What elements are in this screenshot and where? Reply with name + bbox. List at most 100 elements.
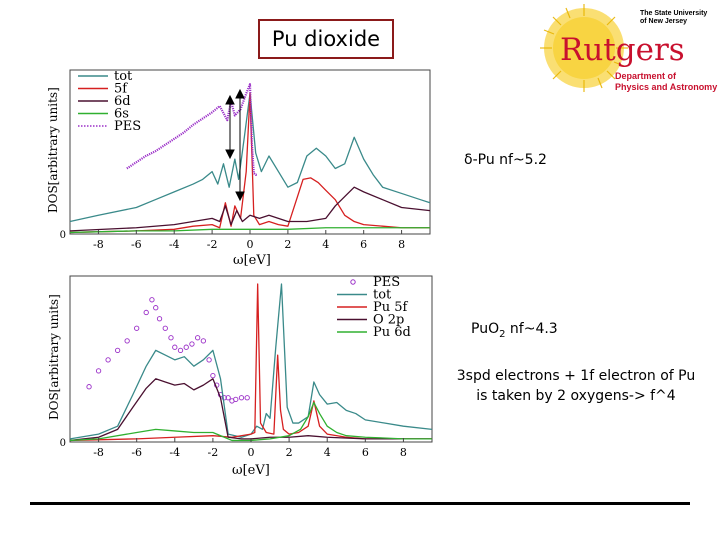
series-line-pu-5f (69, 283, 432, 442)
y-tick-label: 0 (60, 230, 66, 241)
series-point-pes (238, 395, 245, 401)
series-line-pes (126, 83, 258, 176)
series-point-pes (149, 297, 155, 303)
chart-bottom-ylabel: DOS[arbitrary units] (47, 294, 61, 420)
rutgers-wordmark: Rutgers (560, 32, 685, 68)
series-point-pes (143, 309, 149, 316)
note-puo2-prefix: PuO (471, 321, 500, 337)
series-point-pes (124, 338, 130, 344)
series-line-6s (69, 227, 430, 234)
legend-label: 6d (114, 94, 131, 109)
series-point-pes (244, 395, 250, 401)
note-electrons-line-2: is taken by 2 oxygens-> f^4 (476, 388, 676, 404)
series-point-pes (183, 344, 189, 350)
department-line-2: Physics and Astronomy (615, 82, 717, 92)
arrow-left-head-up (225, 94, 235, 105)
chart-top: -8 -6 -4 -2 0 2 4 6 8 0 DOS[arbitrary units] ω[eV… (46, 69, 431, 268)
sun-icon (540, 4, 628, 92)
x-tick-label: 0 (247, 238, 254, 251)
legend-label: 6s (114, 107, 129, 122)
series-point-pes (177, 347, 184, 354)
series-point-pes (162, 325, 168, 331)
series-point-pes (221, 395, 227, 401)
legend-label: PES (373, 275, 400, 290)
bottom-divider (30, 502, 690, 505)
legend-label: Pu 6d (373, 325, 411, 340)
university-line-1: The State University (640, 10, 707, 17)
legend-label: PES (114, 119, 141, 134)
x-tick-label: -8 (93, 238, 104, 251)
x-tick-label: -4 (169, 446, 180, 459)
series-point-pes (225, 395, 231, 401)
series-line-tot (69, 283, 433, 440)
rutgers-logo: Rutgers The State University of New Jers… (522, 0, 720, 100)
chart-bottom: -8 -6 -4 -2 0 2 4 6 8 0 DOS[arbitrary units] ω[eV… (47, 275, 433, 478)
arrow-left-head-down (225, 149, 235, 160)
chart-top-plot-area (69, 83, 431, 234)
x-tick-label: -8 (93, 446, 104, 459)
x-tick-label: 4 (322, 238, 329, 251)
note-delta-pu: δ-Pu nf~5.2 (464, 152, 547, 168)
arrow-right-head-down (235, 191, 245, 202)
legend-label: O 2p (373, 313, 404, 328)
x-tick-label: 0 (248, 446, 255, 459)
chart-top-xlabel: ω[eV] (233, 253, 271, 268)
series-line-o-2p (69, 378, 432, 442)
x-tick-label: -6 (131, 238, 142, 251)
x-tick-label: -2 (208, 446, 219, 459)
chart-bottom-xlabel: ω[eV] (232, 463, 270, 478)
slide-title: Pu dioxide (258, 19, 394, 59)
arrow-right-head-up (235, 88, 245, 99)
university-line-2: of New Jersey (640, 18, 687, 25)
x-tick-label: 2 (286, 446, 293, 459)
series-line-5f (69, 92, 430, 234)
series-point-pes (95, 368, 102, 374)
arrow-annotations (225, 88, 245, 202)
series-point-pes (189, 341, 195, 347)
series-point-pes (134, 325, 140, 331)
note-puo2-subscript: 2 (499, 328, 506, 340)
legend-label: 5f (114, 82, 128, 97)
note-electrons: 3spd electrons + 1f electron of Pu is ta… (438, 366, 714, 406)
series-point-pes (114, 347, 121, 354)
x-tick-label: 2 (284, 238, 291, 251)
x-tick-label: -2 (207, 238, 218, 251)
x-tick-label: 4 (324, 446, 331, 459)
series-point-pes (156, 316, 163, 322)
series-line-tot (69, 92, 431, 223)
chart-top-ylabel: DOS[arbitrary units] (46, 87, 60, 213)
series-line-6d (69, 186, 431, 232)
x-tick-label: 8 (400, 446, 407, 459)
note-electrons-line-1: 3spd electrons + 1f electron of Pu (456, 368, 696, 384)
series-point-pes (233, 396, 239, 402)
note-puo2: PuO2 nf~4.3 (471, 321, 558, 340)
x-tick-label: 8 (398, 238, 405, 251)
series-point-pes (195, 335, 201, 341)
chart-bottom-ticks: -8 -6 -4 -2 0 2 4 6 8 0 (60, 438, 407, 459)
series-point-pes (200, 338, 207, 344)
chart-top-ticks: -8 -6 -4 -2 0 2 4 6 8 0 (60, 230, 405, 251)
legend-label: tot (114, 69, 133, 84)
series-point-pes (105, 357, 111, 363)
legend-label: tot (373, 288, 392, 303)
series-line-pu-6d (69, 401, 432, 442)
department-line-1: Department of (615, 71, 677, 81)
chart-bottom-plot-area (69, 283, 433, 442)
y-tick-label: 0 (60, 438, 66, 449)
series-point-pes (168, 335, 174, 341)
legend-label: Pu 5f (373, 300, 409, 315)
x-tick-label: -6 (131, 446, 142, 459)
x-tick-label: -4 (169, 238, 180, 251)
series-point-pes (206, 357, 212, 363)
x-tick-label: 6 (360, 238, 367, 251)
series-point-pes (86, 384, 92, 390)
legend-swatch (350, 279, 356, 285)
note-puo2-suffix: nf~4.3 (505, 321, 558, 337)
series-point-pes (172, 344, 178, 350)
x-tick-label: 6 (362, 446, 369, 459)
series-point-pes (210, 372, 216, 379)
series-point-pes (153, 305, 159, 311)
